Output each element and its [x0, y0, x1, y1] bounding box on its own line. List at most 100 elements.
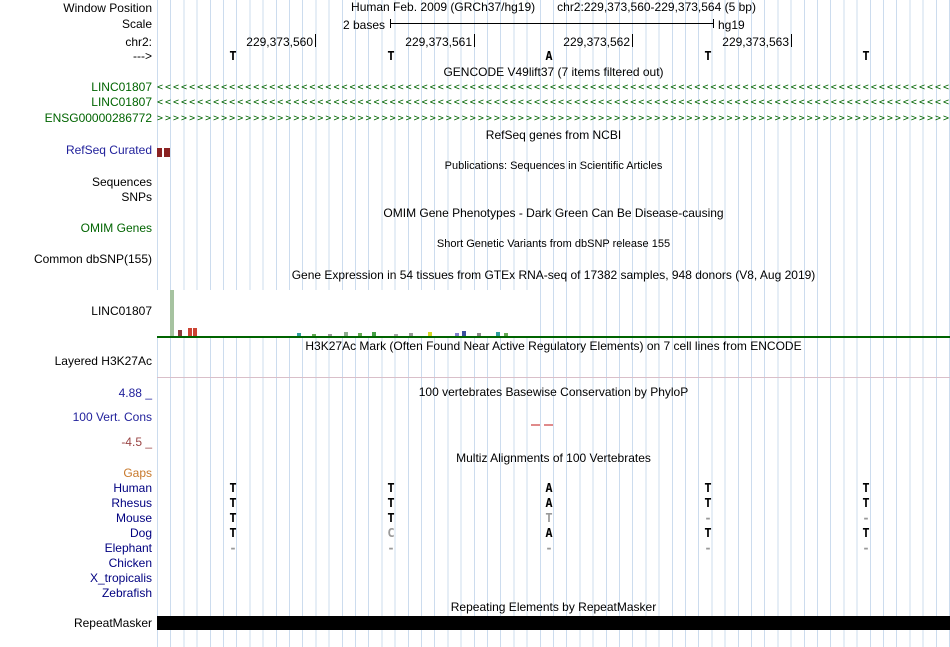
alignment-base: -	[545, 541, 553, 555]
refseq-item[interactable]	[164, 148, 170, 157]
window-position-label: Window Position	[63, 1, 152, 15]
species-label-x_tropicalis[interactable]: X_tropicalis	[89, 571, 152, 585]
coordinate-label: 229,373,560	[246, 35, 313, 49]
gtex-expression-bar[interactable]	[496, 332, 500, 336]
alignment-base: -	[229, 541, 237, 555]
conservation-max-label: 4.88 _	[118, 386, 152, 400]
gtex-expression-bar[interactable]	[477, 333, 481, 336]
track-label-sequences[interactable]: Sequences	[91, 175, 152, 189]
coordinate-label: 229,373,561	[405, 35, 472, 49]
track-title-refseq: RefSeq genes from NCBI	[485, 128, 622, 142]
gtex-expression-bar[interactable]	[170, 290, 174, 336]
alignment-base: -	[704, 511, 712, 525]
alignment-base: T	[704, 496, 712, 510]
scale-row-label: Scale	[121, 17, 152, 31]
conservation-negative-bar	[544, 424, 553, 426]
gtex-expression-bar[interactable]	[358, 333, 362, 336]
track-label-common-dbsnp[interactable]: Common dbSNP(155)	[33, 252, 152, 266]
alignment-base: T	[862, 526, 870, 540]
gtex-expression-plot[interactable]	[157, 290, 530, 336]
alignment-base: T	[704, 481, 712, 495]
track-title-gencode: GENCODE V49lift37 (7 items filtered out)	[443, 65, 664, 79]
chrom-label: chr2:	[125, 35, 152, 49]
gaps-label: Gaps	[123, 466, 152, 480]
gtex-expression-bar[interactable]	[312, 334, 316, 336]
species-label-mouse[interactable]: Mouse	[115, 511, 152, 525]
track-label-layered-h3k27ac[interactable]: Layered H3K27Ac	[54, 354, 152, 368]
track-title-repeatmasker: Repeating Elements by RepeatMasker	[450, 600, 657, 614]
alignment-base: T	[704, 526, 712, 540]
gtex-expression-bar[interactable]	[455, 333, 459, 336]
alignment-base: T	[229, 481, 237, 495]
track-label-100-vert-cons[interactable]: 100 Vert. Cons	[72, 410, 152, 424]
alignment-base: T	[229, 526, 237, 540]
alignment-base: T	[387, 511, 395, 525]
genome-version: hg19	[718, 18, 745, 32]
track-label-ensg00000286772[interactable]: ENSG00000286772	[44, 111, 152, 125]
ruler-base: T	[229, 49, 237, 63]
coordinate-tick	[474, 34, 475, 47]
track-label-refseq-curated[interactable]: RefSeq Curated	[65, 143, 152, 157]
gtex-expression-bar[interactable]	[428, 332, 432, 336]
ruler-base: T	[704, 49, 712, 63]
ruler-base: A	[545, 49, 553, 63]
track-label-linc01807-2[interactable]: LINC01807	[91, 95, 152, 109]
h3k27ac-baseline	[157, 377, 950, 378]
track-title-dbsnp: Short Genetic Variants from dbSNP releas…	[436, 238, 671, 250]
track-label-repeatmasker[interactable]: RepeatMasker	[73, 616, 152, 630]
gene-ensg00000286772-intron-arrows[interactable]: >>>>>>>>>>>>>>>>>>>>>>>>>>>>>>>>>>>>>>>>…	[157, 113, 950, 124]
alignment-base: A	[545, 481, 553, 495]
track-label-omim-genes[interactable]: OMIM Genes	[80, 221, 152, 235]
gtex-expression-bar[interactable]	[394, 334, 398, 336]
species-label-rhesus[interactable]: Rhesus	[111, 496, 152, 510]
gtex-expression-bar[interactable]	[188, 328, 192, 336]
gtex-expression-bar[interactable]	[297, 333, 301, 336]
track-title-phylop: 100 vertebrates Basewise Conservation by…	[418, 385, 689, 399]
track-label-snps[interactable]: SNPs	[121, 190, 152, 204]
gtex-expression-bar[interactable]	[462, 331, 466, 336]
coordinate-tick	[791, 34, 792, 47]
strand-label: --->	[133, 49, 152, 63]
conservation-negative-bar	[531, 424, 540, 426]
conservation-min-label: -4.5 _	[121, 435, 152, 449]
species-label-chicken[interactable]: Chicken	[108, 556, 152, 570]
species-label-zebrafish[interactable]: Zebrafish	[101, 586, 152, 600]
position-header: Human Feb. 2009 (GRCh37/hg19) chr2:229,3…	[157, 1, 950, 14]
track-title-omim: OMIM Gene Phenotypes - Dark Green Can Be…	[383, 206, 724, 220]
gtex-expression-bar[interactable]	[372, 332, 376, 336]
alignment-base: T	[229, 496, 237, 510]
alignment-base: -	[704, 541, 712, 555]
species-label-dog[interactable]: Dog	[129, 526, 152, 540]
track-title-gtex: Gene Expression in 54 tissues from GTEx …	[291, 268, 816, 282]
track-label-gtex-gene[interactable]: LINC01807	[91, 304, 152, 318]
gtex-expression-bar[interactable]	[178, 330, 182, 336]
alignment-base: -	[862, 541, 870, 555]
alignment-base: -	[862, 511, 870, 525]
alignment-base: T	[387, 496, 395, 510]
alignment-base: T	[387, 481, 395, 495]
alignment-base: -	[387, 541, 395, 555]
species-label-human[interactable]: Human	[113, 481, 152, 495]
track-label-linc01807-1[interactable]: LINC01807	[91, 80, 152, 94]
gtex-expression-bar[interactable]	[193, 328, 197, 336]
coordinate-tick	[315, 34, 316, 47]
coordinate-label: 229,373,562	[563, 35, 630, 49]
alignment-base: A	[545, 496, 553, 510]
gene-linc01807-intron-arrows-1[interactable]: <<<<<<<<<<<<<<<<<<<<<<<<<<<<<<<<<<<<<<<<…	[157, 82, 950, 93]
alignment-base: A	[545, 526, 553, 540]
gtex-expression-bar[interactable]	[344, 332, 348, 336]
scale-value: 2 bases	[342, 18, 385, 32]
gene-linc01807-intron-arrows-2[interactable]: <<<<<<<<<<<<<<<<<<<<<<<<<<<<<<<<<<<<<<<<…	[157, 97, 950, 108]
gtex-expression-bar[interactable]	[504, 333, 508, 336]
repeatmasker-element[interactable]	[157, 616, 950, 630]
gtex-expression-bar[interactable]	[328, 334, 332, 336]
refseq-item[interactable]	[157, 148, 162, 157]
alignment-base: T	[229, 511, 237, 525]
ruler-base: T	[862, 49, 870, 63]
gtex-baseline	[157, 336, 950, 338]
gtex-expression-bar[interactable]	[409, 333, 413, 336]
species-label-elephant[interactable]: Elephant	[104, 541, 152, 555]
scale-bar	[390, 19, 714, 28]
